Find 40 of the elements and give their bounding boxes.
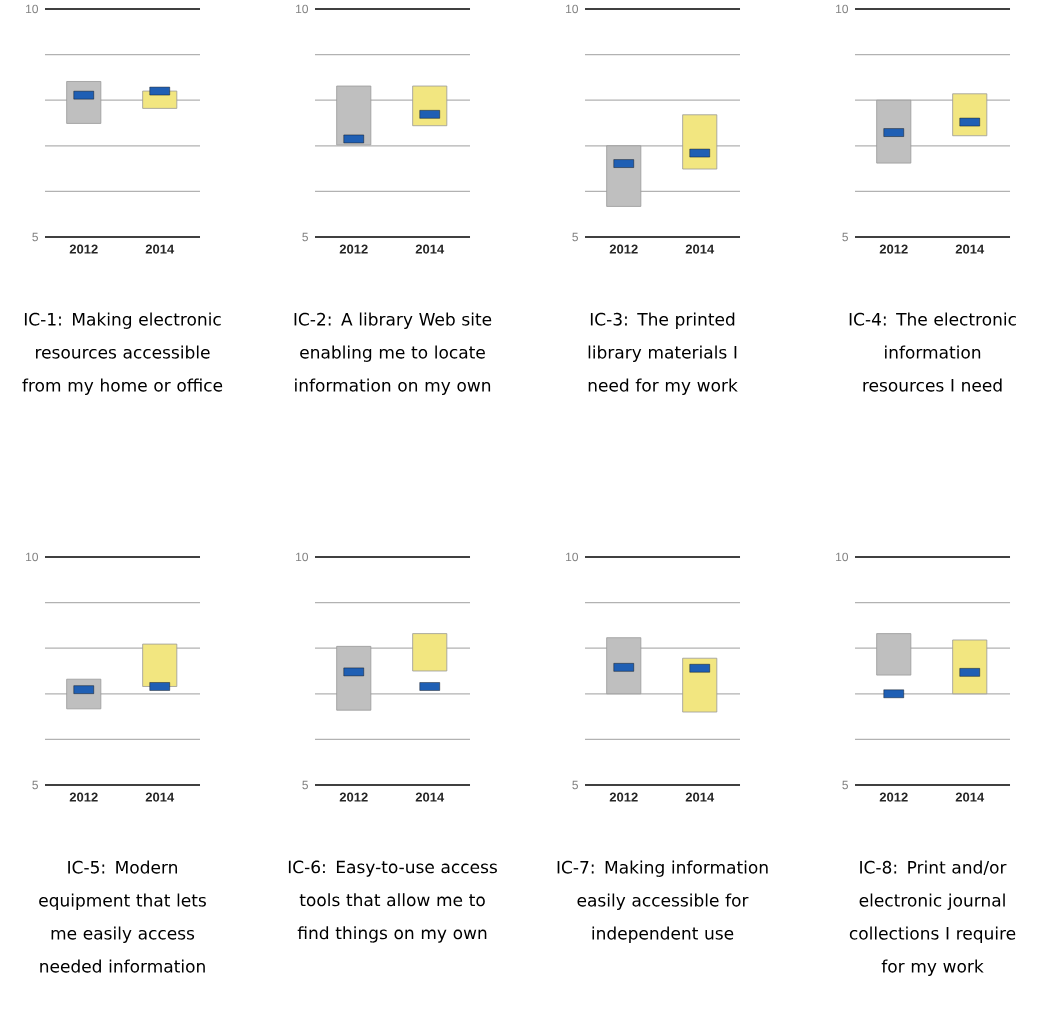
y-tick-label: 5: [572, 232, 578, 242]
text: IC-1: Making electronic resources accessible from my home or office: [22, 312, 223, 395]
y-tick-label: 10: [26, 552, 39, 562]
text: IC-8: Print and/or electronic journal collections I require for my work: [849, 860, 1016, 976]
x-tick-label: 2014: [145, 244, 175, 254]
y-tick-label: 5: [32, 780, 38, 790]
x-tick-label: 2012: [609, 244, 638, 254]
x-tick-label: 2014: [415, 792, 445, 802]
y-tick-label: 10: [566, 552, 579, 562]
y-tick-label: 5: [32, 232, 38, 242]
x-tick-label: 2014: [145, 792, 175, 802]
y-tick-label: 10: [836, 4, 849, 14]
x-tick-label: 2012: [69, 792, 98, 802]
x-tick-label: 2012: [879, 792, 908, 802]
x-tick-label: 2014: [955, 792, 985, 802]
y-tick-label: 5: [572, 780, 578, 790]
y-tick-label: 5: [842, 780, 848, 790]
x-tick-label: 2014: [415, 244, 445, 254]
y-tick-label: 10: [836, 552, 849, 562]
x-tick-label: 2014: [685, 792, 715, 802]
x-tick-label: 2012: [879, 244, 908, 254]
y-tick-label: 10: [566, 4, 579, 14]
text: IC-5: Modern equipment that lets me easily access needed information: [39, 860, 206, 973]
text: IC-3: The printed library materials I need for my work: [588, 312, 738, 395]
y-tick-label: 10: [26, 4, 39, 14]
x-tick-label: 2012: [609, 792, 638, 802]
text: IC-4: The electronic information resources I need: [849, 312, 1016, 392]
x-tick-label: 2012: [339, 244, 368, 254]
text: IC-2: A library Web site enabling me to locate information on my own: [294, 312, 492, 395]
x-tick-label: 2012: [69, 244, 98, 254]
x-tick-label: 2014: [685, 244, 715, 254]
text: IC-6: Easy-to-use access tools that allow me to find things on my own: [288, 860, 497, 943]
y-tick-label: 10: [296, 4, 309, 14]
text: IC-7: Making information easily accessible for independent use: [557, 860, 768, 943]
y-tick-label: 5: [302, 780, 308, 790]
x-tick-label: 2012: [339, 792, 368, 802]
x-tick-label: 2014: [955, 244, 985, 254]
y-tick-label: 5: [842, 232, 848, 242]
y-tick-label: 10: [296, 552, 309, 562]
y-tick-label: 5: [302, 232, 308, 242]
